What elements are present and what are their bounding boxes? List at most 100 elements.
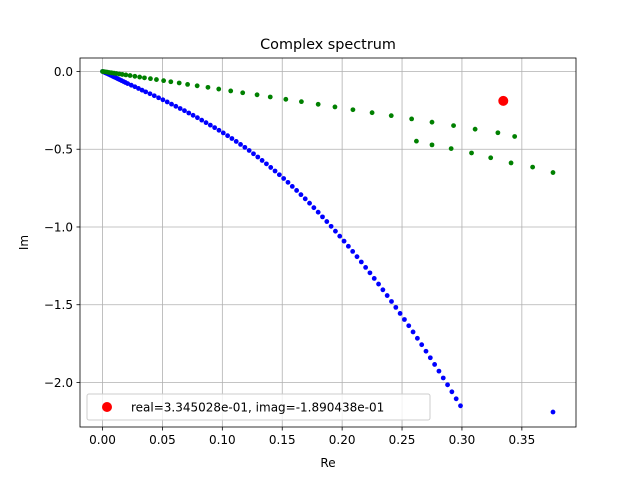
data-point xyxy=(363,265,369,270)
data-point xyxy=(154,77,159,82)
data-point xyxy=(207,122,213,128)
data-point xyxy=(173,103,179,109)
data-point xyxy=(123,72,129,78)
data-point xyxy=(333,228,338,234)
data-point xyxy=(371,276,377,281)
data-point xyxy=(205,84,211,90)
data-point xyxy=(449,389,455,395)
data-point xyxy=(119,72,125,77)
data-point xyxy=(281,176,287,181)
data-point xyxy=(448,146,454,152)
data-point xyxy=(168,79,174,85)
data-point xyxy=(414,138,419,144)
legend-label: real=3.345028e-01, imag=-1.890438e-01 xyxy=(131,401,384,415)
data-point xyxy=(410,329,416,335)
data-point xyxy=(350,107,356,113)
x-tick-label: 0.25 xyxy=(389,433,416,447)
data-point xyxy=(320,214,325,220)
data-point xyxy=(328,223,334,229)
data-point xyxy=(285,179,291,185)
plot-frame xyxy=(79,57,577,428)
data-point xyxy=(550,409,556,415)
data-point xyxy=(194,83,200,89)
data-point xyxy=(341,238,347,244)
x-tick-label: 0.30 xyxy=(449,433,476,447)
data-point xyxy=(255,154,261,160)
data-point xyxy=(268,165,274,170)
x-axis-ticks: 0.00 0.05 0.10 0.15 0.20 0.25 0.30 0.35 xyxy=(89,427,535,447)
data-point xyxy=(402,317,407,322)
data-point xyxy=(337,233,343,239)
grid-lines xyxy=(80,58,576,427)
series-1 xyxy=(100,69,556,175)
x-axis-label: Re xyxy=(320,456,335,470)
data-point xyxy=(380,287,386,293)
data-point xyxy=(367,270,373,276)
data-point xyxy=(384,293,390,298)
data-point xyxy=(389,299,394,304)
data-point xyxy=(451,123,456,128)
data-point xyxy=(259,158,265,163)
data-point xyxy=(324,219,330,224)
data-point xyxy=(228,88,234,94)
data-point xyxy=(550,170,556,175)
data-point xyxy=(238,142,243,147)
data-point xyxy=(142,75,147,81)
data-point xyxy=(423,348,429,354)
data-point xyxy=(354,254,360,260)
x-tick-label: 0.15 xyxy=(269,433,296,447)
data-point xyxy=(229,136,235,141)
data-point xyxy=(199,117,205,123)
data-point xyxy=(240,90,246,96)
data-point xyxy=(132,73,138,79)
data-point xyxy=(350,248,356,254)
data-point xyxy=(272,168,278,174)
data-point xyxy=(127,73,133,78)
y-tick-label: −2.0 xyxy=(44,376,73,390)
data-point xyxy=(289,183,295,189)
data-point xyxy=(488,155,494,161)
data-point xyxy=(453,396,459,402)
data-point xyxy=(315,101,321,107)
data-point xyxy=(225,133,231,139)
data-point xyxy=(125,81,131,87)
x-tick-label: 0.05 xyxy=(149,433,176,447)
data-point xyxy=(299,99,304,105)
data-point xyxy=(414,335,420,341)
data-point xyxy=(156,95,161,101)
data-point xyxy=(185,81,190,87)
data-point xyxy=(332,104,338,110)
data-point xyxy=(132,84,138,90)
data-points xyxy=(100,69,556,415)
data-point xyxy=(251,151,256,157)
data-point xyxy=(164,99,170,105)
data-point xyxy=(409,116,415,122)
y-axis-label: Im xyxy=(17,235,31,250)
data-point xyxy=(393,304,399,310)
data-point xyxy=(216,127,222,133)
data-point xyxy=(436,368,442,374)
data-point xyxy=(512,134,518,139)
data-point xyxy=(358,259,364,265)
data-point xyxy=(128,82,134,88)
data-point xyxy=(397,311,403,316)
data-point xyxy=(254,92,260,98)
data-point xyxy=(246,148,252,153)
data-point xyxy=(233,139,239,144)
data-point xyxy=(315,209,321,215)
data-point xyxy=(302,196,308,202)
data-point xyxy=(177,106,183,111)
data-point xyxy=(267,94,273,100)
data-point xyxy=(139,87,145,93)
data-point xyxy=(440,375,446,381)
y-tick-label: −1.5 xyxy=(44,298,73,312)
data-point xyxy=(182,108,187,114)
data-point xyxy=(427,355,433,361)
data-point xyxy=(160,97,166,103)
data-point xyxy=(169,101,174,107)
data-point xyxy=(147,91,153,97)
data-point xyxy=(530,164,536,170)
data-point xyxy=(137,74,143,80)
y-tick-label: −1.0 xyxy=(44,220,73,234)
x-tick-label: 0.00 xyxy=(89,433,116,447)
